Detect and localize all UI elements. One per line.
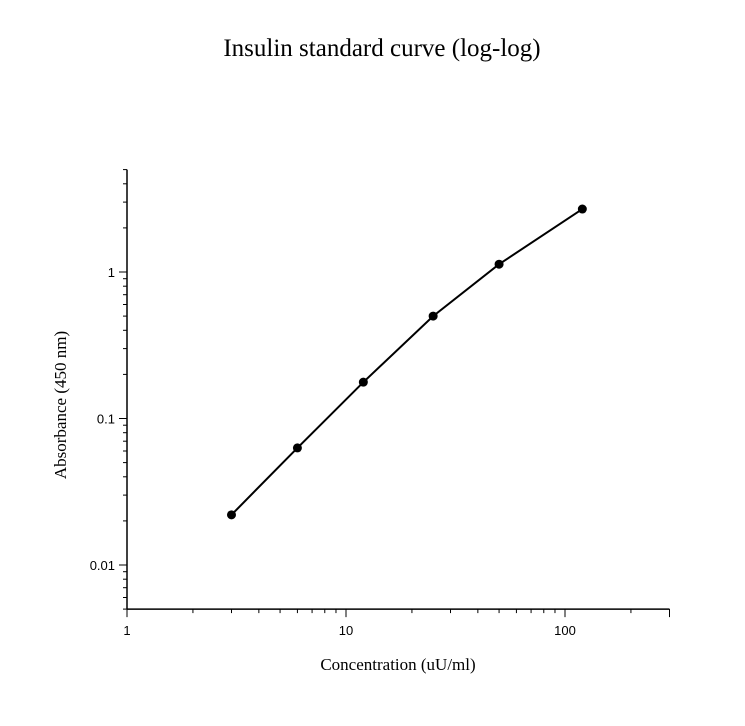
chart-title: Insulin standard curve (log-log)	[223, 35, 540, 62]
data-point	[226, 510, 236, 520]
x-tick-label: 1	[123, 623, 130, 638]
x-axis-label: Concentration (uU/ml)	[320, 655, 475, 674]
y-tick-label: 0.01	[90, 558, 115, 573]
data-point	[358, 377, 368, 387]
data-point	[494, 259, 504, 269]
series-line	[230, 208, 583, 516]
y-tick-label: 1	[108, 265, 115, 280]
y-axis-label: Absorbance (450 nm)	[51, 331, 70, 479]
data-point	[292, 443, 302, 453]
x-tick-label: 100	[554, 623, 576, 638]
y-tick-label: 0.1	[97, 412, 115, 427]
x-tick-label: 10	[339, 623, 353, 638]
data-point	[577, 204, 587, 214]
data-point	[428, 311, 438, 321]
